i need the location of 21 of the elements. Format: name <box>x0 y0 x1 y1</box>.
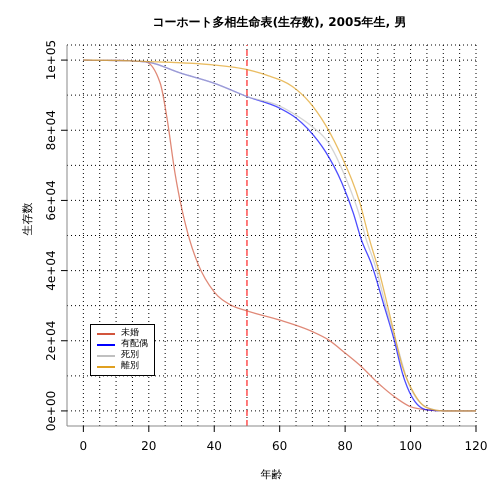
x-tick-label: 80 <box>337 439 353 453</box>
y-tick-label: 6e+04 <box>44 180 58 221</box>
y-tick-label: 1e+05 <box>44 40 58 80</box>
chart-title: コーホート多相生命表(生存数), 2005年生, 男 <box>152 14 408 31</box>
line-series <box>82 59 476 412</box>
x-tick-label: 0 <box>80 439 88 453</box>
y-tick-label: 4e+04 <box>44 250 58 291</box>
x-tick-label: 100 <box>399 439 422 453</box>
y-axis-title: 生存数 <box>20 202 34 236</box>
legend-label: 未婚 <box>121 328 139 338</box>
x-tick-label: 20 <box>141 439 156 453</box>
legend-label: 死別 <box>121 350 139 360</box>
y-tick-label: 2e+04 <box>44 320 58 361</box>
legend-label: 離別 <box>121 361 139 372</box>
x-axis-title: 年齢 <box>260 468 282 481</box>
legend-label: 有配偶 <box>121 339 148 350</box>
y-tick-label: 0e+00 <box>44 390 58 432</box>
y-tick-label: 8e+04 <box>44 110 58 150</box>
x-tick-label: 60 <box>272 439 288 453</box>
x-tick-label: 120 <box>464 439 488 453</box>
x-tick-label: 40 <box>206 439 222 453</box>
